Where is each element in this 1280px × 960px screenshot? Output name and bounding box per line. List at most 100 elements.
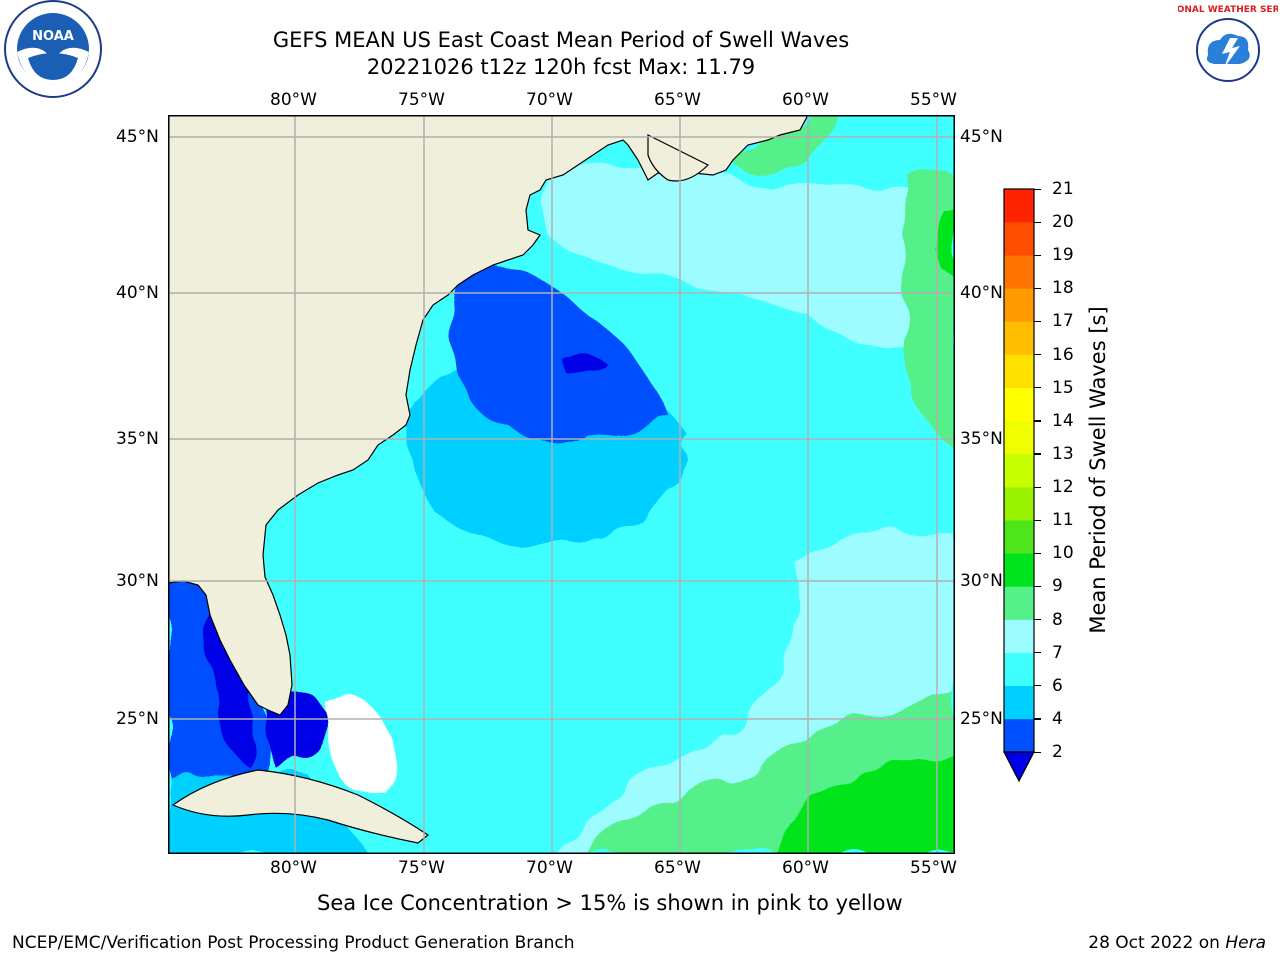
colorbar-tick-label: 7 xyxy=(1052,642,1063,663)
swell-region-deep-blue xyxy=(558,351,608,377)
colorbar-swatch xyxy=(1004,288,1034,322)
lon-label-top-75w: 75°W xyxy=(398,90,445,110)
colorbar-tick-mark xyxy=(1034,519,1041,521)
lon-label-top-60w: 60°W xyxy=(782,90,829,110)
colorbar-tick-mark xyxy=(1034,287,1041,290)
nws-logo: NATIONAL WEATHER SERVICE xyxy=(1178,3,1278,97)
lon-label-top-70w: 70°W xyxy=(526,90,573,110)
colorbar-tick-label: 18 xyxy=(1052,278,1074,299)
lat-label-right-30n: 30°N xyxy=(960,571,1003,591)
colorbar-tick-mark xyxy=(1034,619,1041,621)
colorbar-tick-label: 11 xyxy=(1052,510,1074,531)
lon-label-top-55w: 55°W xyxy=(910,90,957,110)
chart-subtitle: 20221026 t12z 120h fcst Max: 11.79 xyxy=(366,55,756,79)
lon-label-bottom-80w: 80°W xyxy=(270,858,317,878)
graticule xyxy=(168,115,955,854)
colorbar-tick-label: 21 xyxy=(1052,179,1074,199)
colorbar-tick-label: 16 xyxy=(1052,344,1074,365)
colorbar-swatch xyxy=(1004,420,1034,455)
lat-label-left-45n: 45°N xyxy=(116,127,159,147)
swell-region-bahamas-white xyxy=(326,697,392,798)
colorbar-swatch xyxy=(1004,387,1034,422)
colorbar-tick-mark xyxy=(1034,453,1041,455)
colorbar-swatch xyxy=(1004,520,1034,554)
colorbar-tick-mark xyxy=(1034,387,1041,389)
colorbar-swatch xyxy=(1004,586,1034,620)
colorbar-tick-label: 17 xyxy=(1052,311,1074,332)
swell-region-bright-green xyxy=(778,755,955,854)
land-cuba xyxy=(171,769,430,844)
colorbar-tick-label: 12 xyxy=(1052,477,1074,498)
svg-text:NOAA: NOAA xyxy=(32,29,74,44)
lat-label-left-30n: 30°N xyxy=(116,571,159,591)
lon-label-top-80w: 80°W xyxy=(270,90,317,110)
chart-title: GEFS MEAN US East Coast Mean Period of S… xyxy=(272,28,850,52)
swell-region-bright-green-east xyxy=(938,200,955,275)
colorbar-tick-mark xyxy=(1034,420,1041,422)
colorbar-swatch xyxy=(1004,255,1034,289)
colorbar-tick-mark xyxy=(1034,552,1041,554)
colorbar xyxy=(1003,188,1035,783)
colorbar-label: Mean Period of Swell Waves [s] xyxy=(1086,306,1110,634)
colorbar-swatch xyxy=(1004,685,1034,720)
colorbar-tick-label: 13 xyxy=(1052,443,1074,464)
colorbar-tick-label: 2 xyxy=(1052,742,1063,762)
colorbar-tick-label: 19 xyxy=(1052,245,1074,266)
swell-region-green-north xyxy=(728,115,848,175)
colorbar-tick-label: 15 xyxy=(1052,377,1074,398)
colorbar-swatch xyxy=(1004,222,1034,256)
colorbar-tick-label: 8 xyxy=(1052,609,1063,630)
footer-credit: NCEP/EMC/Verification Post Processing Pr… xyxy=(12,933,575,953)
footer-date: 28 Oct 2022 on Hera xyxy=(1088,933,1266,953)
colorbar-swatch xyxy=(1004,453,1034,488)
colorbar-swatch xyxy=(1004,487,1034,521)
lat-label-left-40n: 40°N xyxy=(116,283,159,303)
colorbar-tick-label: 4 xyxy=(1052,708,1063,729)
lat-label-left-35n: 35°N xyxy=(116,429,159,449)
colorbar-tick-label: 20 xyxy=(1052,212,1074,233)
colorbar-tick-label: 6 xyxy=(1052,675,1063,696)
lon-label-bottom-60w: 60°W xyxy=(782,858,829,878)
map xyxy=(168,115,955,854)
lat-label-right-45n: 45°N xyxy=(960,127,1003,147)
caption: Sea Ice Concentration > 15% is shown in … xyxy=(317,891,903,915)
noaa-logo: NOAA xyxy=(4,0,102,98)
colorbar-swatch xyxy=(1004,321,1034,355)
colorbar-swatch xyxy=(1004,652,1034,687)
colorbar-swatch xyxy=(1004,718,1034,753)
lon-label-bottom-70w: 70°W xyxy=(526,858,573,878)
land-north-america xyxy=(168,115,809,716)
colorbar-tick-mark xyxy=(1034,718,1041,720)
lat-label-right-40n: 40°N xyxy=(960,283,1003,303)
colorbar-tick-mark xyxy=(1034,254,1041,256)
colorbar-swatch xyxy=(1004,619,1034,653)
lon-label-bottom-55w: 55°W xyxy=(910,858,957,878)
colorbar-swatch xyxy=(1004,553,1034,587)
colorbar-tick-mark xyxy=(1034,652,1041,654)
footer-date-text: 28 Oct 2022 on xyxy=(1088,933,1226,953)
map-frame xyxy=(168,115,955,854)
swell-region-blue-offshore xyxy=(454,263,668,443)
colorbar-tick-mark xyxy=(1034,354,1041,356)
colorbar-tick-label: 14 xyxy=(1052,410,1074,431)
colorbar-tick-label: 10 xyxy=(1052,543,1074,564)
colorbar-swatch xyxy=(1004,354,1034,389)
colorbar-frame xyxy=(1003,188,1035,753)
colorbar-tick-label: 9 xyxy=(1052,576,1063,597)
lat-label-left-25n: 25°N xyxy=(116,709,159,729)
svg-text:NATIONAL WEATHER SERVICE: NATIONAL WEATHER SERVICE xyxy=(1178,5,1278,15)
colorbar-tick-mark xyxy=(1034,486,1041,488)
lat-label-right-35n: 35°N xyxy=(960,429,1003,449)
land-nova-scotia xyxy=(647,134,710,182)
swell-region-light-north xyxy=(548,167,955,351)
colorbar-under-triangle xyxy=(1003,751,1035,783)
lon-label-top-65w: 65°W xyxy=(654,90,701,110)
footer-machine: Hera xyxy=(1225,933,1266,953)
colorbar-tick-mark xyxy=(1034,585,1041,588)
colorbar-tick-mark xyxy=(1034,188,1041,190)
colorbar-swatch xyxy=(1004,189,1034,223)
lon-label-bottom-75w: 75°W xyxy=(398,858,445,878)
colorbar-tick-mark xyxy=(1034,685,1041,687)
colorbar-tick-mark xyxy=(1034,751,1041,753)
colorbar-tick-mark xyxy=(1034,320,1041,323)
